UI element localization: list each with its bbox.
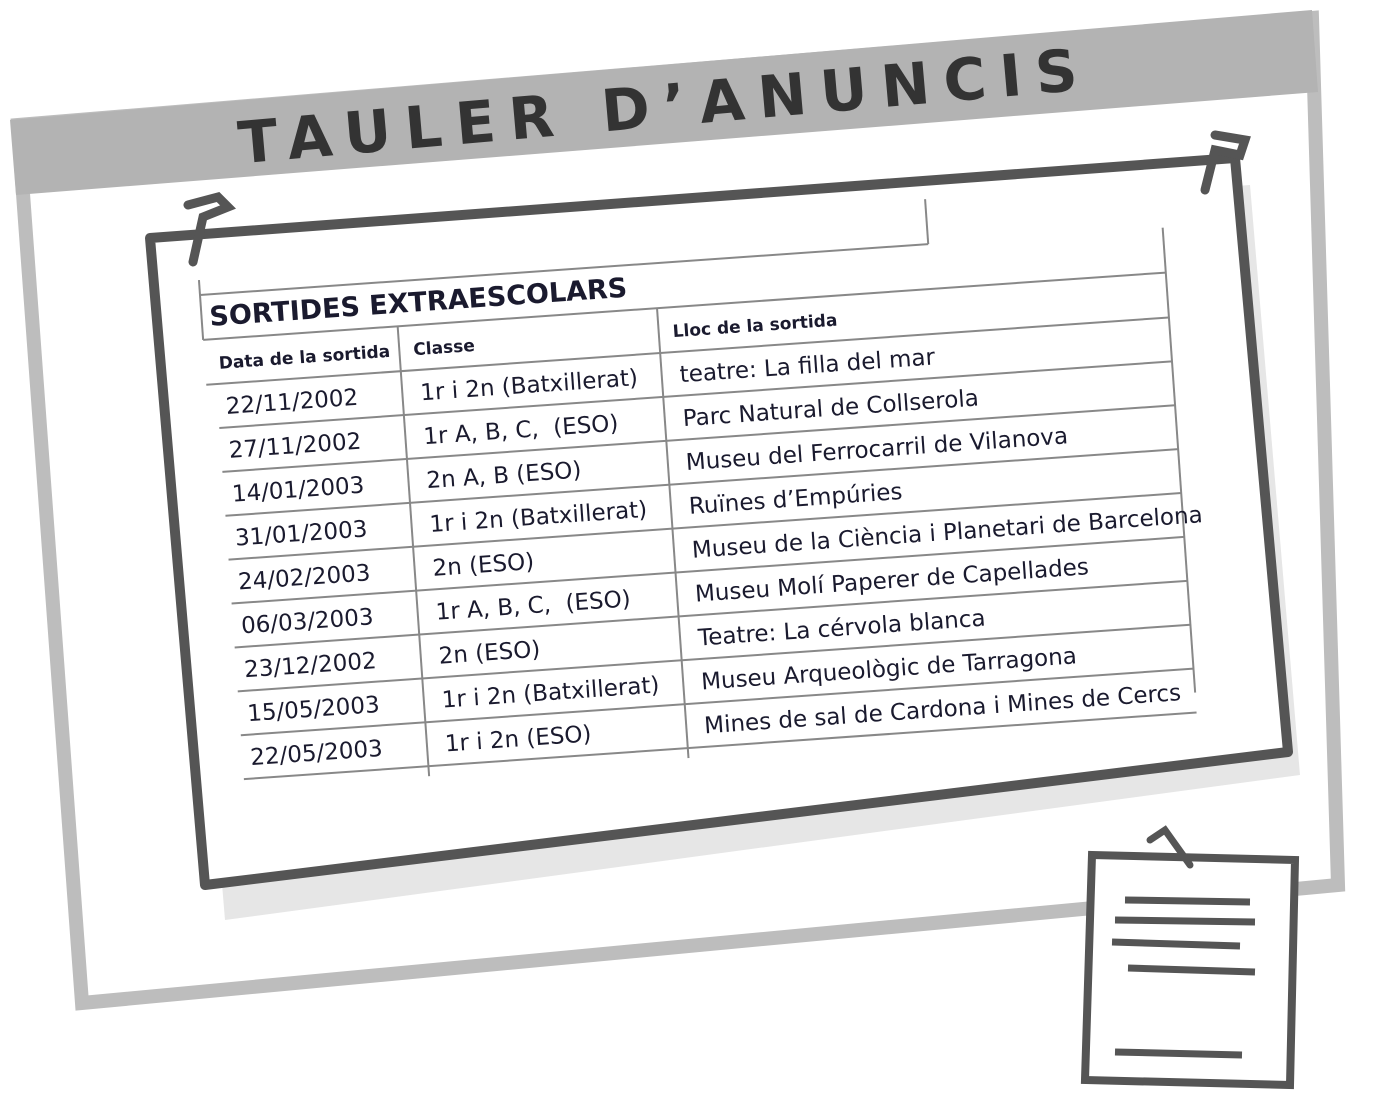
- rule: [222, 404, 1176, 473]
- rule: [231, 535, 1185, 605]
- rule: [1161, 227, 1197, 693]
- rule: [225, 448, 1179, 517]
- rule: [199, 243, 929, 296]
- rule: [924, 199, 930, 245]
- sheet: [145, 153, 1293, 890]
- rule: [240, 667, 1194, 737]
- rule: [197, 279, 205, 340]
- board-header: [10, 10, 1318, 195]
- rule: [203, 271, 1166, 341]
- rule: [219, 360, 1173, 429]
- pin: [183, 191, 237, 267]
- rule: [228, 492, 1182, 561]
- rule: [396, 326, 431, 777]
- rule: [243, 711, 1197, 781]
- rule: [206, 316, 1169, 386]
- rule: [234, 579, 1188, 649]
- pin: [1146, 825, 1194, 869]
- rule: [656, 308, 690, 759]
- rule: [237, 623, 1191, 693]
- column-header: Classe: [413, 336, 476, 360]
- note-lines: [1111, 896, 1256, 1059]
- pin: [1200, 130, 1251, 195]
